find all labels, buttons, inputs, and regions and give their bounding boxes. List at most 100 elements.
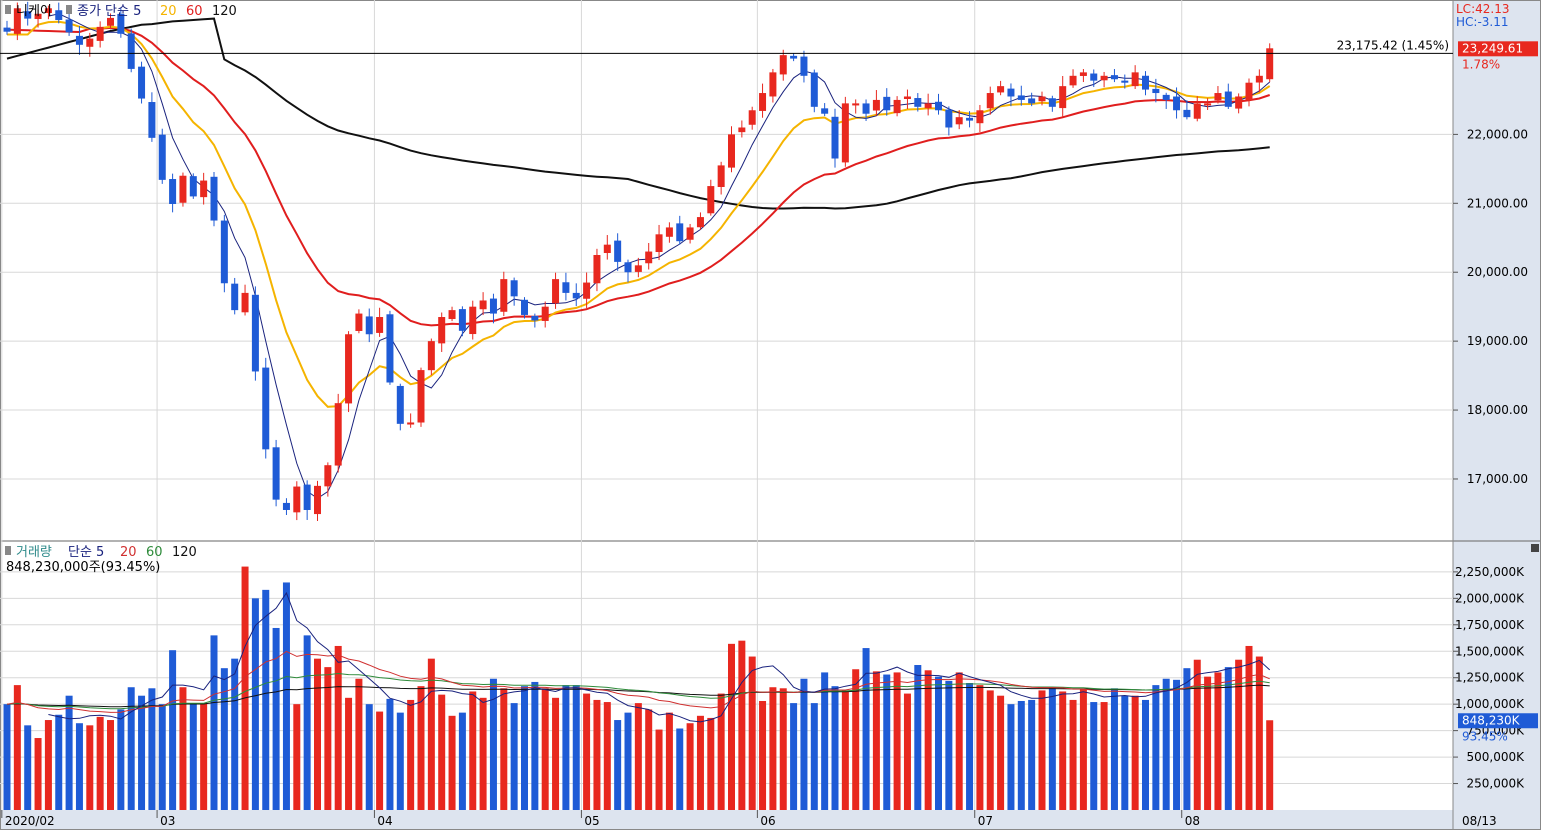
volume-bar [417,686,425,810]
volume-bar [24,725,32,810]
volume-bar [1183,668,1191,810]
candle-body [1048,98,1056,107]
candle-body [593,254,601,284]
volume-bar [324,667,332,810]
volume-bar [448,715,456,810]
ma20-legend: 20 [160,4,177,19]
candle-body [34,13,42,20]
volume-bar [1235,659,1243,810]
candle-body [334,403,342,466]
volume-bar [1214,672,1222,810]
volume-bar [1255,656,1263,810]
volume-bar [200,703,208,810]
candle-body [717,165,725,187]
volume-pane-handle[interactable] [5,546,11,555]
axis-end-date: 08/13 [1462,814,1497,828]
time-tick-label: 03 [160,814,175,828]
candle-body [1162,94,1170,100]
candle-body [293,486,301,513]
candle-body [852,103,860,106]
candle-body [759,93,767,111]
volume-bar [800,678,808,810]
volume-bar [210,635,218,810]
time-tick-label: 05 [584,814,599,828]
candle-body [427,341,435,371]
volume-bar [376,711,384,810]
volume-bar [655,729,663,810]
hc-readout: HC:-3.11 [1456,15,1509,29]
volume-bar [779,688,787,810]
price-tick-label: 21,000.00 [1467,196,1528,210]
volume-bar [614,720,622,810]
volume-bar [262,589,270,810]
volume-bar [127,687,135,810]
volume-bar [34,738,42,810]
candle-body [1142,75,1149,90]
volume-bar [893,672,901,810]
candle-body [614,240,622,262]
candle-body [831,116,839,159]
volume-bar [355,678,363,810]
volume-bar [189,704,197,810]
candle-body [645,251,653,264]
volume-bar [179,687,187,810]
candle-body [44,8,52,14]
candle-body [1245,82,1253,101]
volume-tick-label: 1,250,000K [1455,671,1525,685]
pane-close-icon[interactable] [1531,544,1539,552]
volume-bar [872,671,880,810]
volume-bar [1266,720,1274,810]
price-tick-label: 19,000.00 [1467,334,1528,348]
volume-bar [552,697,560,810]
volume-bar [138,695,146,810]
candle-body [634,265,642,272]
volume-bar [1007,704,1015,810]
candle-body [769,72,777,97]
volume-ma120-line [6,684,1270,708]
volume-bar [500,688,508,810]
volume-bar [479,697,487,810]
candle-body [800,56,808,76]
candle-body [945,109,953,128]
volume-bar [1100,702,1108,810]
ma-legend-handle[interactable] [66,5,72,14]
candle-body [314,485,321,515]
candle-body [862,103,870,114]
volume-bar [1152,685,1160,810]
volume-bar [914,665,922,810]
volume-bar [251,598,259,810]
price-pane-handle[interactable] [5,5,11,14]
last-volume-pct: 93.45% [1462,729,1508,743]
volume-bar [997,695,1005,810]
volume-bar [790,703,798,810]
candle-body [282,502,290,510]
volume-bar [862,648,870,810]
volume-bar [148,688,156,810]
volume-bar [365,704,373,810]
candle-body [976,110,984,124]
ma120-legend: 120 [212,4,237,19]
price-tick-label: 20,000.00 [1467,265,1528,279]
volume-bar [583,693,591,810]
ma60-line [6,26,1271,327]
candle-body [728,134,735,168]
volume-bar [1038,690,1046,810]
vol-ma60-legend: 60 [146,545,163,560]
candle-body [24,11,32,19]
price-tick-label: 18,000.00 [1467,403,1528,417]
volume-bar [1193,659,1201,810]
volume-bar [924,670,932,810]
volume-bar [334,645,342,810]
candle-body [272,447,280,500]
candle-body [521,299,528,315]
volume-bar [841,690,849,810]
candle-body [220,220,228,284]
volume-ma20-line [6,650,1270,713]
lc-readout: LC:42.13 [1456,2,1509,16]
candle-body [1235,96,1243,109]
volume-bar [303,635,311,810]
volume-bar [13,685,21,810]
candle-body [562,282,570,293]
volume-bar [241,566,249,810]
